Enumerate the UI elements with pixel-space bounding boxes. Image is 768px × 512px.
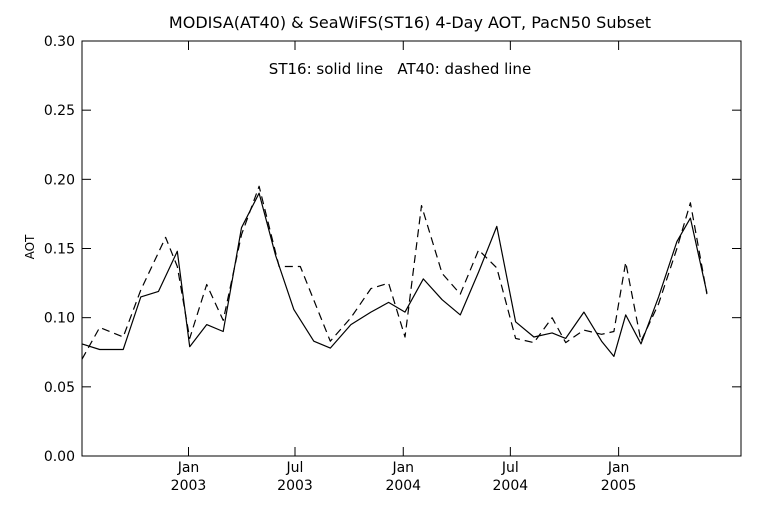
chart-title: MODISA(AT40) & SeaWiFS(ST16) 4-Day AOT, … xyxy=(169,13,651,32)
x-tick-month-label: Jan xyxy=(391,460,414,476)
y-tick-label: 0.05 xyxy=(44,380,75,396)
x-tick-year-label: 2003 xyxy=(277,478,313,494)
line-style-annotation: ST16: solid line AT40: dashed line xyxy=(269,60,531,78)
x-tick-month-label: Jan xyxy=(607,460,630,476)
series-line-st16 xyxy=(81,192,708,357)
x-tick-year-label: 2005 xyxy=(601,478,637,494)
series-line-at40 xyxy=(81,185,708,360)
y-tick-label: 0.00 xyxy=(44,449,75,465)
y-tick-label: 0.20 xyxy=(44,172,75,188)
y-tick-label: 0.25 xyxy=(44,103,75,119)
y-axis-label: AOT xyxy=(23,234,37,259)
x-axis-ticks: Jan 2003 Jul 2003 Jan 2004 Jul 2004 Jan 2005 xyxy=(171,41,637,494)
y-tick-label: 0.15 xyxy=(44,242,75,258)
y-axis-ticks: 0.00 0.05 0.10 0.15 0.20 0.25 0.30 xyxy=(44,34,741,465)
y-tick-label: 0.30 xyxy=(44,34,75,50)
x-tick-year-label: 2003 xyxy=(171,478,207,494)
x-tick-year-label: 2004 xyxy=(385,478,421,494)
plot-area-frame xyxy=(81,40,742,457)
series-lines xyxy=(81,185,708,360)
x-tick-month-label: Jul xyxy=(286,460,304,476)
x-tick-year-label: 2004 xyxy=(493,478,529,494)
x-tick-month-label: Jan xyxy=(177,460,200,476)
x-tick-month-label: Jul xyxy=(501,460,519,476)
y-tick-label: 0.10 xyxy=(44,311,75,327)
